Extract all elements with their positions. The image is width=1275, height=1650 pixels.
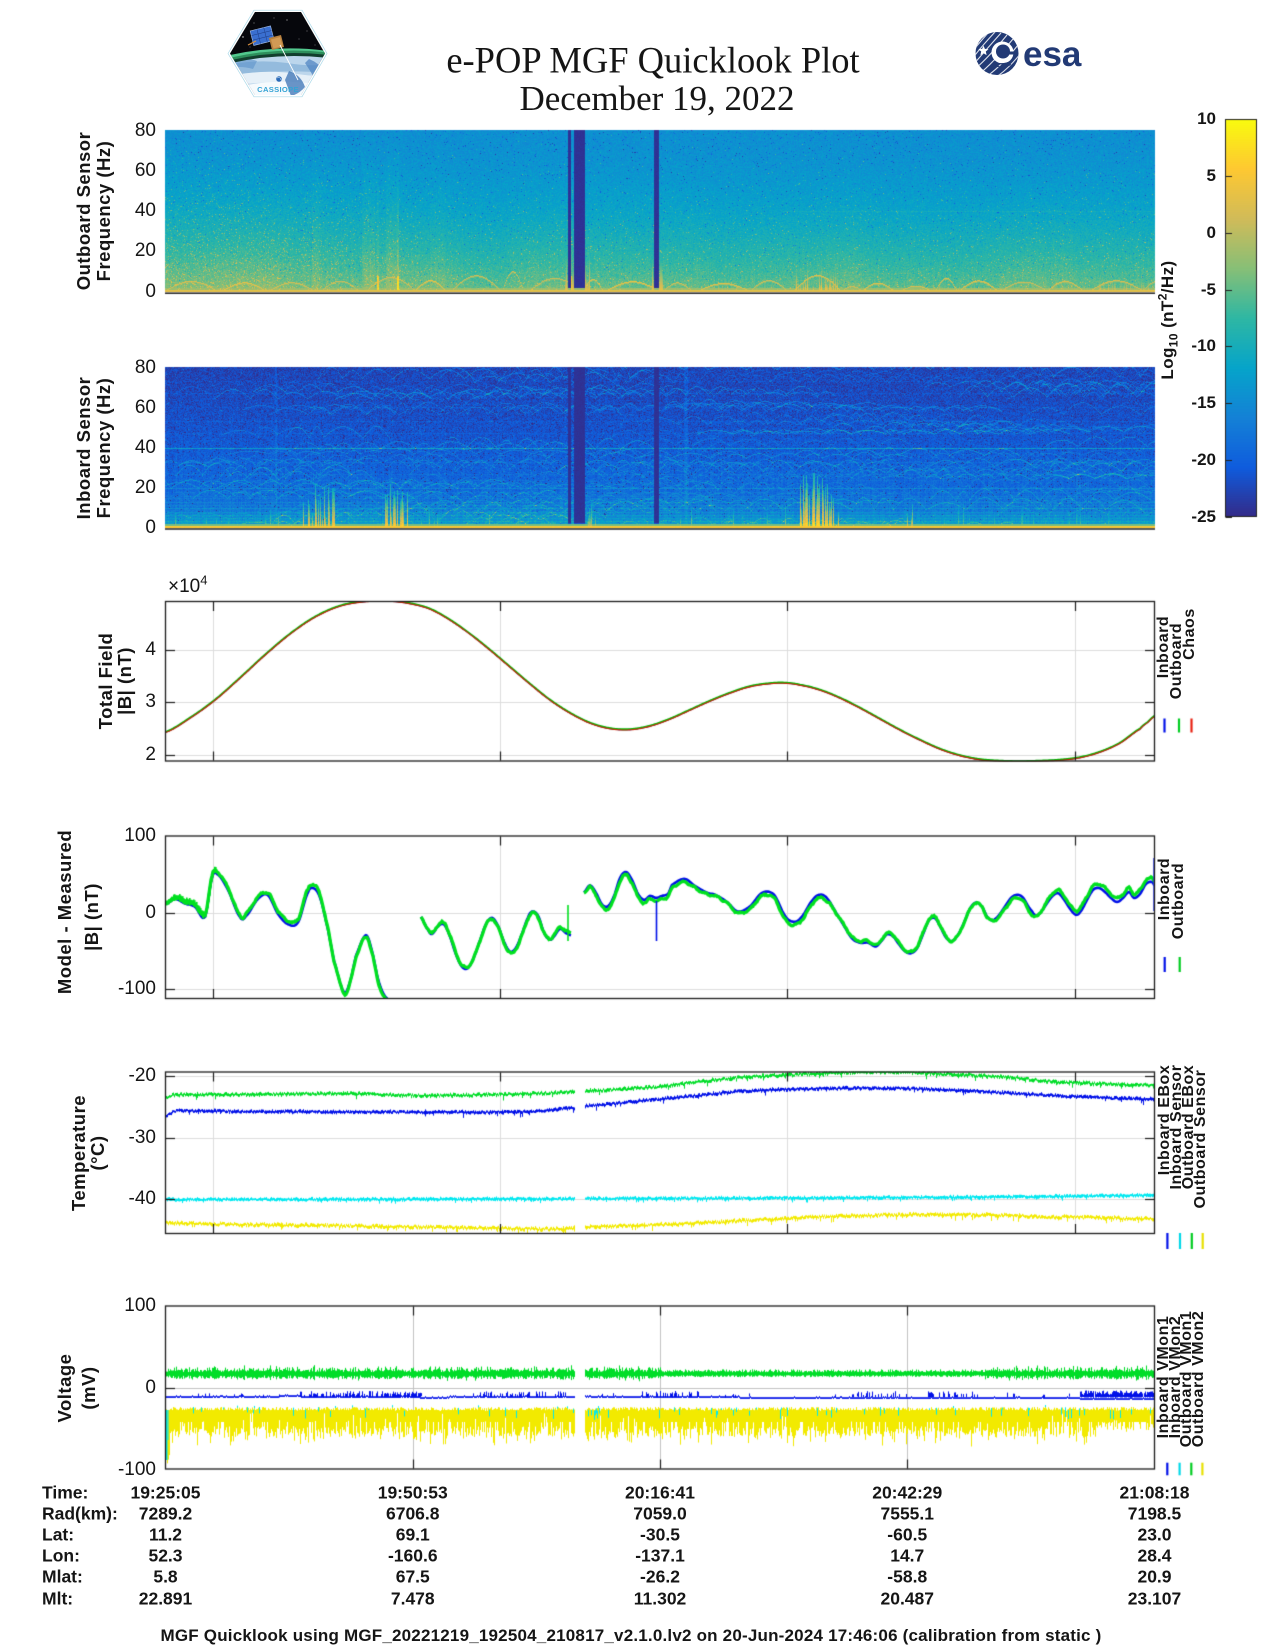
svg-text:esa: esa	[1023, 35, 1082, 74]
svg-text:CASSIOPE: CASSIOPE	[257, 85, 299, 94]
